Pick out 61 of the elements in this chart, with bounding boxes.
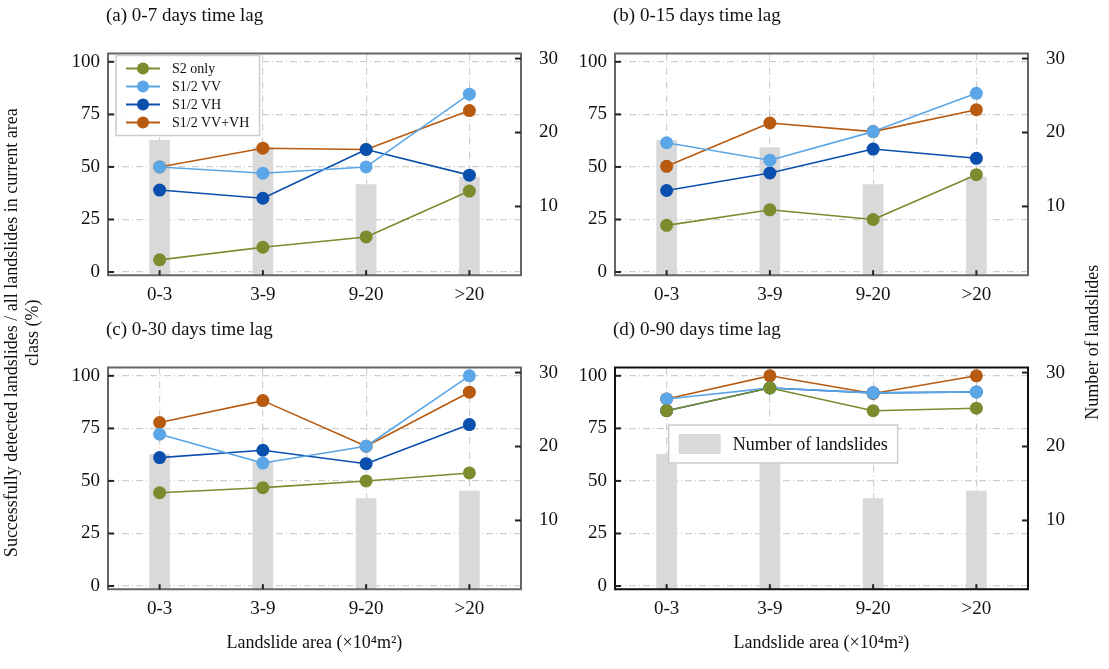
chart-title: (d) 0-90 days time lag <box>613 318 781 340</box>
y-tick-label: 100 <box>578 363 607 385</box>
y-tick-label: 50 <box>588 154 607 176</box>
y-tick-label: 25 <box>588 207 607 229</box>
y-tick-label: 75 <box>81 416 100 438</box>
y2-tick-label: 10 <box>539 508 558 530</box>
y-tick-label: 100 <box>71 49 100 71</box>
y2-tick-label: 10 <box>1046 194 1065 216</box>
chart-title: (b) 0-15 days time lag <box>613 4 781 26</box>
x-tick-label: 0-3 <box>146 282 173 304</box>
y2-tick-label: 20 <box>539 434 558 456</box>
x-tick-label: 3-9 <box>250 596 276 618</box>
y-tick-label: 100 <box>578 49 607 71</box>
x-tick-label: 3-9 <box>757 282 783 304</box>
x-tick-label: >20 <box>961 596 992 618</box>
y2-axis-title: Number of landslides <box>1081 263 1103 422</box>
y2-tick-label: 10 <box>539 194 558 216</box>
y-tick-label: 75 <box>588 102 607 124</box>
chart-title: (c) 0-30 days time lag <box>106 318 273 340</box>
y2-tick-label: 20 <box>539 120 558 142</box>
x-axis-title: Landslide area (×10⁴m²) <box>732 632 911 653</box>
y-tick-label: 50 <box>81 468 100 490</box>
y2-tick-label: 30 <box>1046 360 1065 382</box>
y-axis-title: Successfully detected landslides / all landslides in current area class (%) <box>1 107 43 560</box>
y-tick-label: 0 <box>90 574 100 596</box>
x-tick-label: 9-20 <box>855 596 891 618</box>
y-tick-label: 0 <box>90 260 100 282</box>
y2-tick-label: 20 <box>1046 434 1065 456</box>
y-tick-label: 50 <box>81 154 100 176</box>
x-axis-title: Landslide area (×10⁴m²) <box>225 632 404 653</box>
y-tick-label: 25 <box>81 521 100 543</box>
x-tick-label: 9-20 <box>348 596 384 618</box>
y-tick-label: 0 <box>597 260 607 282</box>
legend-label: S2 only <box>172 61 216 77</box>
y-tick-label: 75 <box>588 416 607 438</box>
chart-title: (a) 0-7 days time lag <box>106 4 264 26</box>
y-tick-label: 25 <box>588 521 607 543</box>
x-tick-label: >20 <box>454 282 485 304</box>
x-tick-label: 9-20 <box>348 282 384 304</box>
y2-tick-label: 30 <box>1046 46 1065 68</box>
legend-label: S1/2 VV+VH <box>172 115 250 131</box>
y-tick-label: 0 <box>597 574 607 596</box>
x-tick-label: 3-9 <box>250 282 276 304</box>
y2-tick-label: 20 <box>1046 120 1065 142</box>
x-tick-label: 0-3 <box>653 282 680 304</box>
x-tick-label: >20 <box>961 282 992 304</box>
x-tick-label: 0-3 <box>653 596 680 618</box>
y-tick-label: 100 <box>71 363 100 385</box>
y2-tick-label: 30 <box>539 46 558 68</box>
y-tick-label: 50 <box>588 468 607 490</box>
legend-label: Number of landslides <box>732 433 888 454</box>
y-tick-label: 25 <box>81 207 100 229</box>
legend-label: S1/2 VH <box>172 97 222 113</box>
y2-tick-label: 10 <box>1046 508 1065 530</box>
x-tick-label: >20 <box>454 596 485 618</box>
x-tick-label: 0-3 <box>146 596 173 618</box>
legend-label: S1/2 VV <box>172 79 222 95</box>
y-tick-label: 75 <box>81 102 100 124</box>
y2-tick-label: 30 <box>539 360 558 382</box>
x-tick-label: 9-20 <box>855 282 891 304</box>
x-tick-label: 3-9 <box>757 596 783 618</box>
